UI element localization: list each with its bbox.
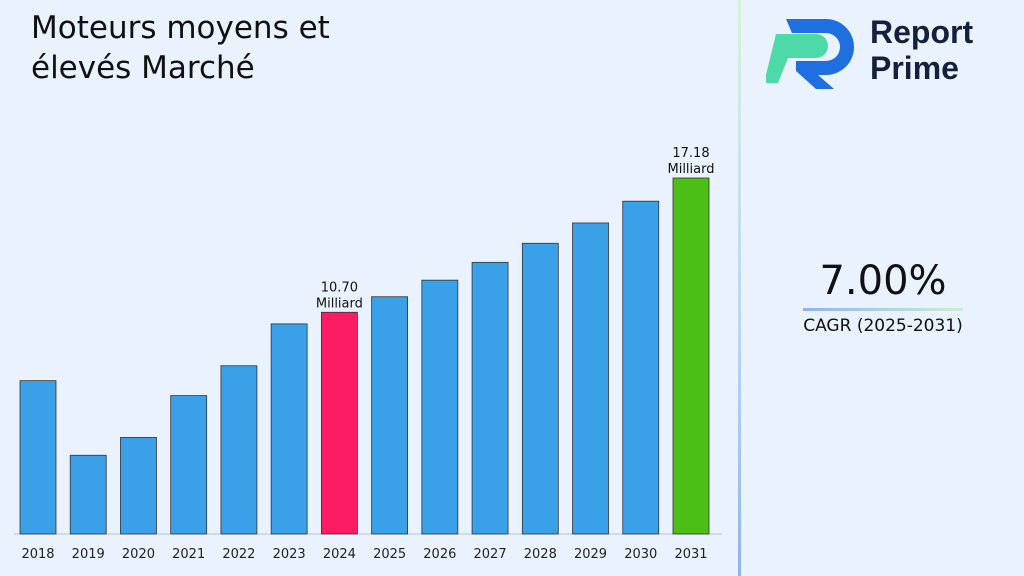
bar-2018 — [19, 380, 57, 535]
x-tick-label: 2027 — [474, 547, 507, 562]
data-label-unit: Milliard — [667, 162, 714, 177]
chart-title: Moteurs moyens et élevés Marché — [31, 10, 330, 86]
cagr-label: CAGR (2025-2031) — [803, 316, 963, 336]
bar-2029 — [572, 222, 609, 535]
x-tick-label: 2031 — [674, 547, 707, 562]
bar-2031 — [672, 177, 710, 535]
report-prime-logo-icon — [766, 19, 854, 89]
brand-line1: Report — [870, 14, 974, 50]
bar-2025 — [371, 296, 409, 535]
x-tick-label: 2030 — [624, 547, 657, 562]
bar-2023 — [270, 323, 308, 535]
x-tick-label: 2024 — [323, 547, 356, 562]
brand-line2: Prime — [870, 50, 959, 86]
bar-chart: 2018 2019 2020 2021 2022 2023 2024 2025 2026 2027… — [14, 146, 722, 562]
data-label-value: 10.70 — [321, 280, 358, 295]
bar-2026 — [421, 279, 459, 535]
x-tick-label: 2026 — [423, 547, 456, 562]
x-tick-label: 2018 — [21, 547, 54, 562]
bar-2020 — [120, 437, 157, 535]
bar-2024 — [320, 311, 358, 535]
bar-2021 — [170, 395, 208, 535]
x-tick-label: 2022 — [222, 547, 255, 562]
cagr-underline — [803, 308, 963, 311]
brand-name: Report Prime — [870, 14, 973, 86]
bar-2027 — [471, 261, 509, 535]
x-tick-label: 2025 — [373, 547, 406, 562]
bar-2030 — [622, 200, 660, 535]
bar-2022 — [220, 365, 258, 535]
data-label-unit: Milliard — [316, 296, 363, 311]
data-label-value: 17.18 — [672, 146, 709, 161]
x-tick-label: 2029 — [574, 547, 607, 562]
x-tick-label: 2023 — [273, 547, 306, 562]
x-tick-label: 2021 — [172, 547, 205, 562]
x-tick-label: 2019 — [72, 547, 105, 562]
divider — [738, 0, 741, 576]
bar-2028 — [521, 242, 559, 535]
cagr-value: 7.00% — [819, 258, 947, 304]
x-tick-label: 2028 — [524, 547, 557, 562]
x-tick-label: 2020 — [122, 547, 155, 562]
bar-2019 — [69, 454, 107, 535]
